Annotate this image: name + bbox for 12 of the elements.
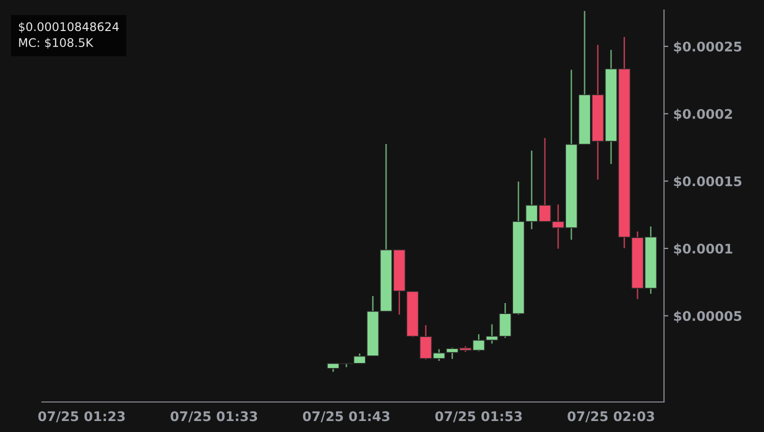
y-tick-label: $0.0001	[674, 243, 732, 256]
y-tick-label: $0.0002	[674, 108, 732, 121]
y-tick-label: $0.00025	[674, 41, 742, 54]
y-tick-label: $0.00015	[674, 176, 742, 188]
x-tick-label: 07/25 01:53	[435, 411, 522, 422]
x-tick-label: 07/25 01:23	[38, 411, 125, 422]
x-tick-label: 07/25 01:33	[170, 411, 258, 422]
x-tick-label: 07/25 02:03	[568, 411, 654, 422]
y-tick-label: $0.00005	[674, 310, 742, 323]
annotation: MC: $108.5K	[19, 38, 94, 49]
x-tick-label: 07/25 01:43	[302, 411, 390, 422]
annotation: $0.00010848624	[18, 22, 119, 33]
